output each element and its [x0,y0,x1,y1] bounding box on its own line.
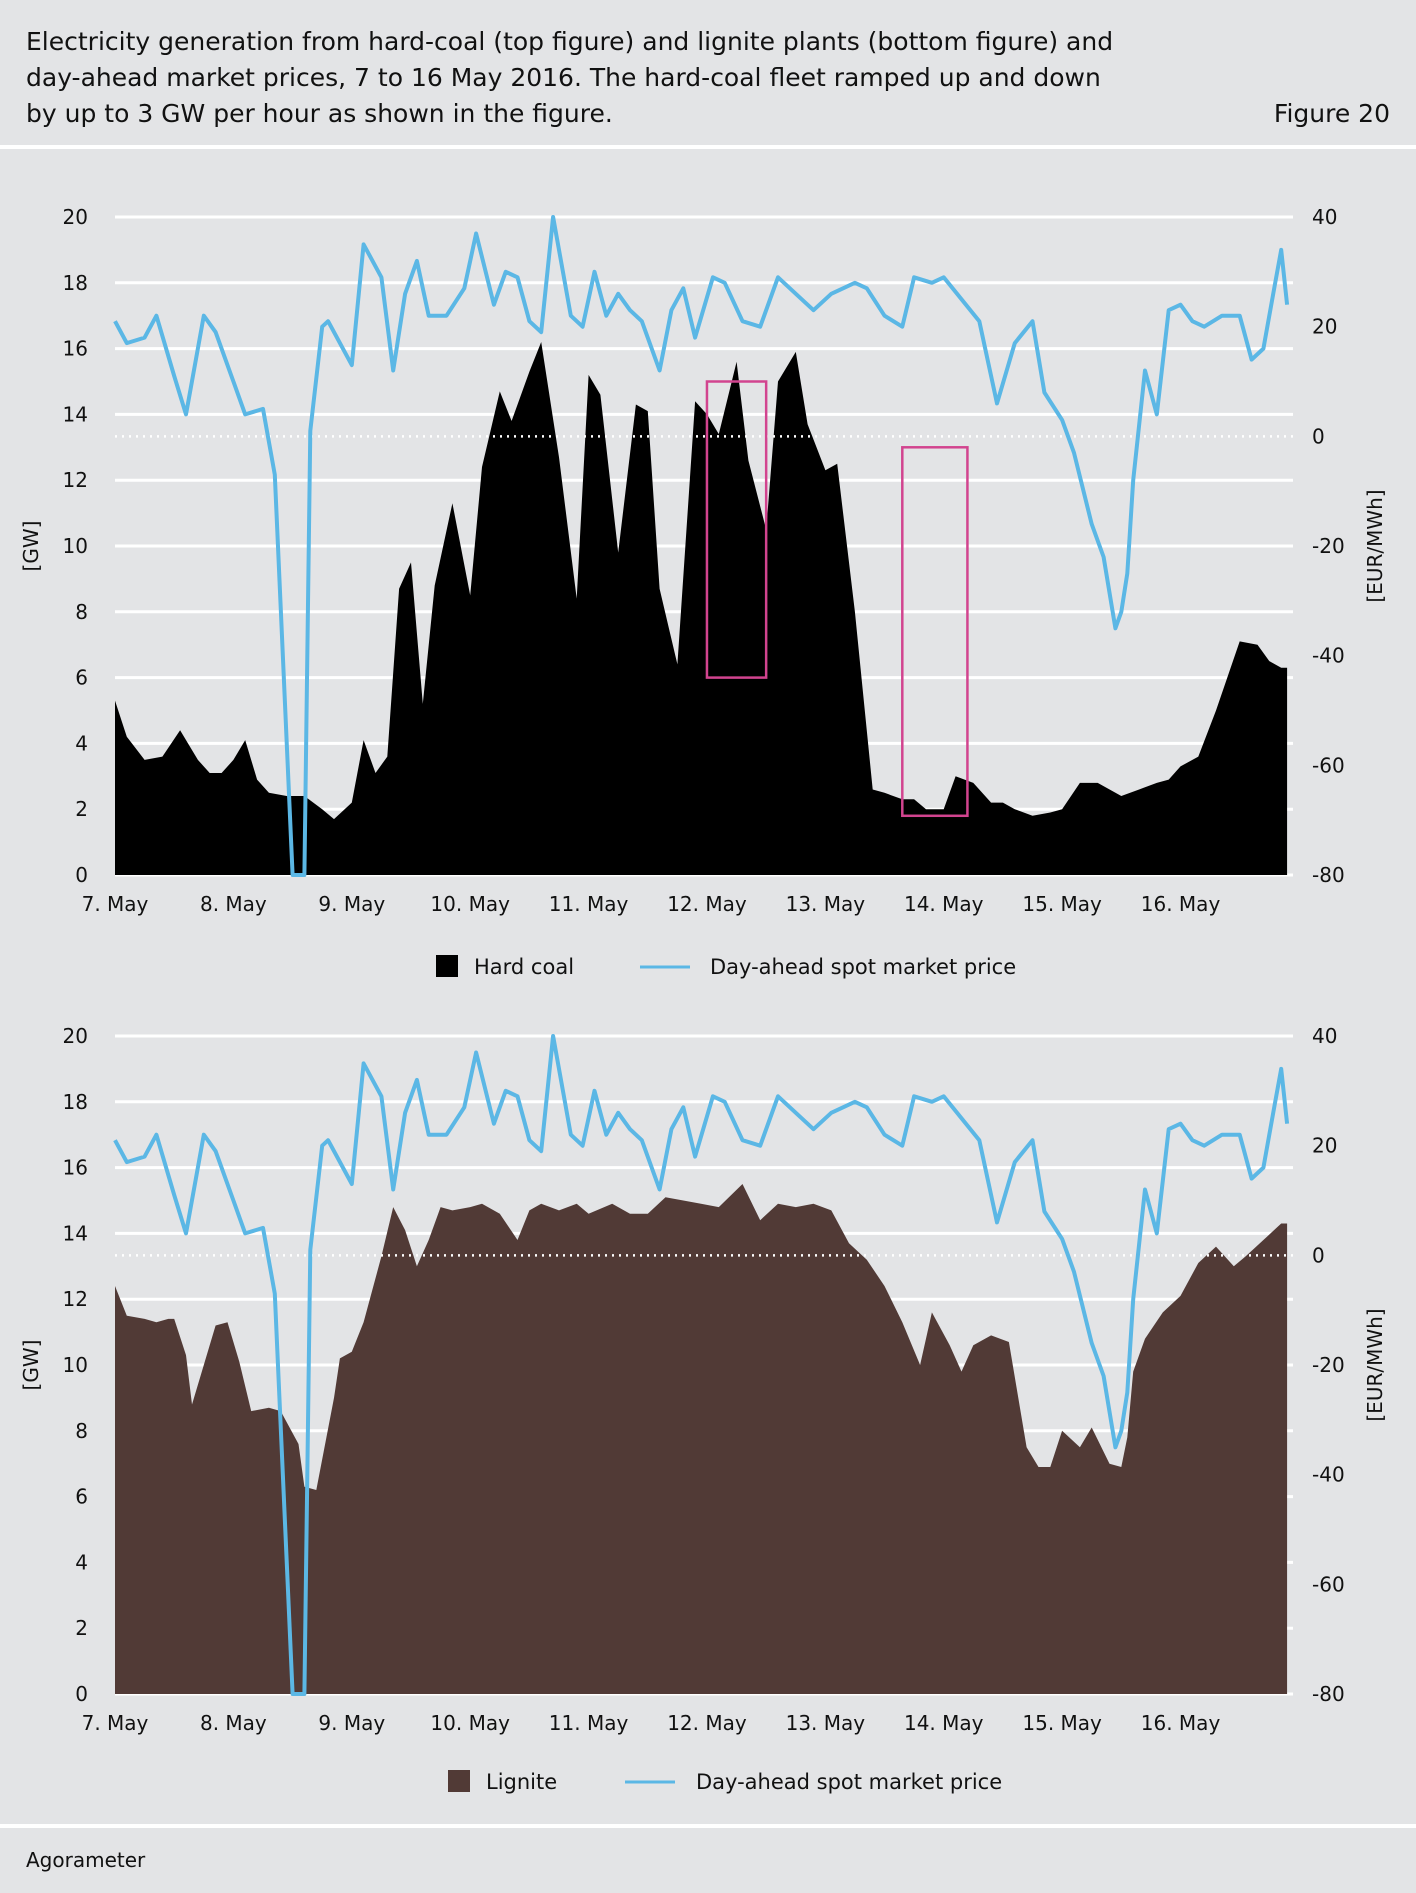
y-tick-label: 14 [63,402,88,426]
y-tick-label: 20 [63,205,88,229]
y2-tick-label: -60 [1312,753,1345,777]
x-tick-label: 7. May [82,892,149,916]
x-tick-label: 12. May [667,892,747,916]
y-axis-label: [GW] [19,521,43,572]
y2-tick-label: -40 [1312,644,1345,668]
chart-2: 0 2 4 6 8 10 12 14 16 18 20 -80 -60 -40 -20 0 20 40 7. May… [19,1024,1387,1794]
x-tick-label: 11. May [549,892,629,916]
x-tick-label: 10. May [430,1711,510,1735]
y-tick-label: 6 [75,1485,88,1509]
y-tick-label: 18 [63,1090,88,1114]
y-tick-label: 16 [63,337,88,361]
legend: Lignite Day-ahead spot market price [448,1770,1002,1794]
y2-tick-label: 20 [1312,1134,1337,1158]
x-tick-label: 14. May [904,1711,984,1735]
y2-tick-label: 20 [1312,315,1337,339]
legend-label-area: Lignite [486,1770,557,1794]
legend-label-price: Day-ahead spot market price [710,955,1016,979]
chart-panel: 0 2 4 6 8 10 12 14 16 18 20 -80 -60 -40 -20 0 20 40 7. May… [0,149,1416,1824]
y-tick-label: 12 [63,468,88,492]
y-tick-label: 0 [75,1682,88,1706]
legend-swatch-area [448,1770,470,1792]
x-tick-label: 15. May [1022,892,1102,916]
figure-caption: Electricity generation from hard-coal (t… [26,27,1114,128]
y2-tick-label: -60 [1312,1572,1345,1596]
y-tick-label: 10 [63,1353,88,1377]
legend-label-price: Day-ahead spot market price [696,1770,1002,1794]
y2-tick-label: -20 [1312,1353,1345,1377]
y-axis-label: [GW] [19,1340,43,1391]
y-tick-label: 2 [75,797,88,821]
x-tick-label: 15. May [1022,1711,1102,1735]
x-tick-label: 8. May [200,892,267,916]
chart-1: 0 2 4 6 8 10 12 14 16 18 20 -80 -60 -40 -20 0 20 40 7. May… [19,205,1387,979]
y2-tick-label: -80 [1312,863,1345,887]
x-tick-label: 8. May [200,1711,267,1735]
y-tick-label: 20 [63,1024,88,1048]
series-line-price [113,1034,1290,1696]
y2-tick-label: -40 [1312,1463,1345,1487]
source-label: Agorameter [26,1848,146,1872]
y-tick-label: 16 [63,1156,88,1180]
x-tick-label: 9. May [318,892,385,916]
highlight-box [901,446,969,818]
y2-axis-label: [EUR/MWh] [1363,1308,1387,1421]
y2-tick-label: 0 [1312,424,1325,448]
x-tick-label: 11. May [549,1711,629,1735]
y-tick-label: 12 [63,1287,88,1311]
y2-axis-label: [EUR/MWh] [1363,489,1387,602]
footer-divider [0,1824,1416,1828]
highlight-box [705,380,768,679]
y-tick-label: 8 [75,1419,88,1443]
series-area-lignite [115,1184,1288,1694]
y-tick-label: 0 [75,863,88,887]
y2-tick-label: -80 [1312,1682,1345,1706]
x-tick-label: 10. May [430,892,510,916]
x-tick-label: 13. May [786,1711,866,1735]
y-tick-label: 10 [63,534,88,558]
x-tick-label: 12. May [667,1711,747,1735]
x-tick-label: 16. May [1141,892,1221,916]
y-tick-label: 18 [63,271,88,295]
y-tick-label: 4 [75,731,88,755]
x-tick-label: 9. May [318,1711,385,1735]
figure-header: Electricity generation from hard-coal (t… [0,0,1416,145]
y2-tick-label: 0 [1312,1243,1325,1267]
series-area-hard-coal [115,342,1288,875]
y2-tick-label: -20 [1312,534,1345,558]
x-tick-label: 13. May [786,892,866,916]
x-tick-label: 7. May [82,1711,149,1735]
y-tick-label: 2 [75,1616,88,1640]
legend-label-area: Hard coal [474,955,574,979]
y-tick-label: 4 [75,1550,88,1574]
y-tick-label: 6 [75,666,88,690]
legend-swatch-area [436,955,458,977]
x-tick-label: 16. May [1141,1711,1221,1735]
figure-number: Figure 20 [1273,99,1390,128]
y-tick-label: 14 [63,1221,88,1245]
y2-tick-label: 40 [1312,1024,1337,1048]
legend: Hard coal Day-ahead spot market price [436,955,1016,979]
series-line-price [113,215,1290,877]
header-divider [0,145,1416,149]
x-tick-label: 14. May [904,892,984,916]
y2-tick-label: 40 [1312,205,1337,229]
y-tick-label: 8 [75,600,88,624]
